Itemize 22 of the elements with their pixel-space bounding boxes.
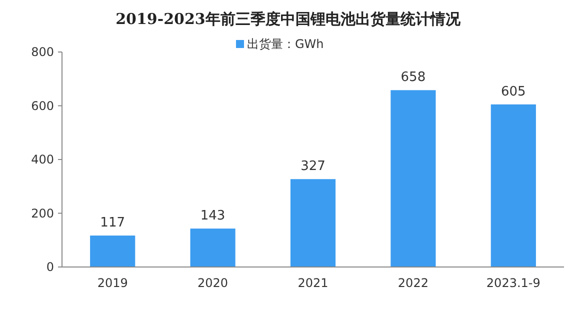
bar: [190, 228, 236, 267]
x-tick-label: 2023.1-9: [486, 276, 540, 290]
data-label: 658: [400, 70, 426, 86]
bar: [90, 236, 136, 267]
bar: [390, 90, 436, 267]
x-tick-label: 2021: [298, 276, 328, 290]
y-tick-label: 800: [31, 45, 54, 59]
bar: [490, 104, 536, 267]
x-tick-label: 2019: [97, 276, 128, 290]
bar: [290, 179, 336, 267]
data-label: 605: [500, 84, 526, 100]
data-label: 327: [300, 159, 326, 174]
y-tick-label: 0: [46, 260, 54, 274]
data-label: 117: [100, 216, 126, 231]
y-tick-label: 200: [31, 206, 54, 220]
x-tick-label: 2020: [198, 276, 228, 290]
legend-label: 出货量：GWh: [247, 37, 324, 51]
chart-title: 2019-2023年前三季度中国锂电池出货量统计情况: [116, 10, 462, 28]
y-tick-label: 400: [31, 152, 54, 166]
data-label: 143: [200, 208, 226, 224]
y-tick-label: 600: [31, 98, 54, 113]
x-tick-label: 2022: [398, 276, 428, 290]
